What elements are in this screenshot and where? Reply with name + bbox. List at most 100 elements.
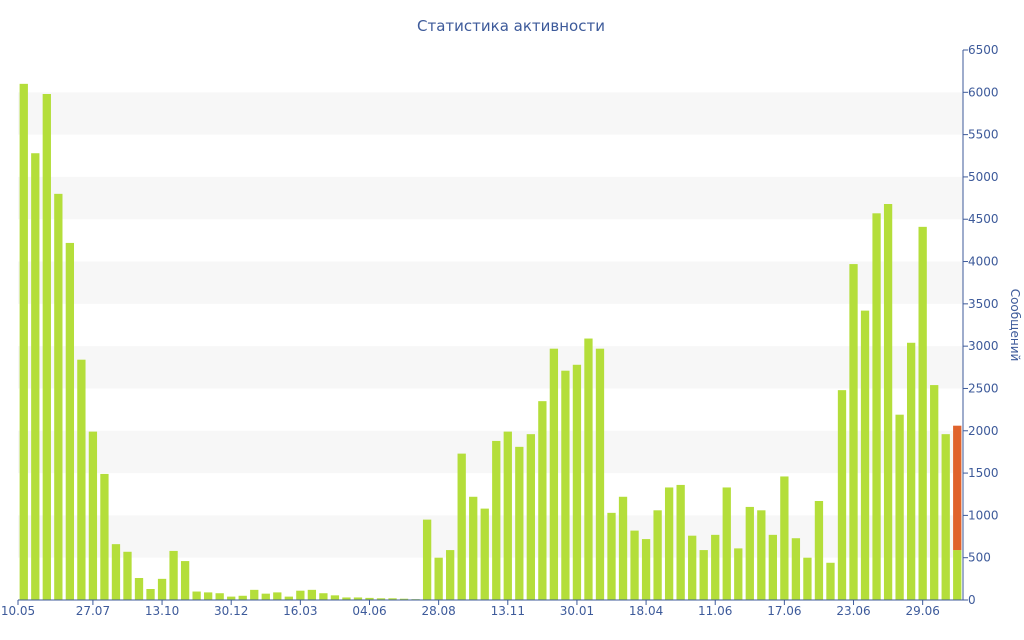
bar[interactable] [376, 598, 386, 600]
bar[interactable] [941, 434, 950, 600]
y-tick-label: 3000 [968, 339, 999, 353]
bar[interactable] [273, 592, 282, 600]
bar[interactable] [238, 595, 247, 600]
bar[interactable] [872, 213, 881, 601]
bar[interactable] [653, 510, 662, 600]
bar[interactable] [261, 593, 270, 600]
grid-band [18, 261, 963, 304]
bar[interactable] [953, 550, 962, 600]
bar[interactable] [584, 338, 593, 600]
bar[interactable] [77, 359, 86, 600]
bar[interactable] [791, 538, 801, 600]
bar[interactable] [492, 440, 501, 600]
bar[interactable] [814, 501, 824, 600]
bar[interactable] [65, 242, 75, 600]
bar[interactable] [399, 598, 409, 600]
bar[interactable] [42, 94, 51, 600]
bar[interactable] [100, 473, 109, 600]
bar[interactable] [469, 496, 478, 600]
x-tick-label: 28.08 [421, 604, 455, 618]
y-tick-label: 500 [968, 551, 991, 565]
bar[interactable] [169, 550, 178, 600]
bar[interactable] [526, 434, 535, 600]
bar[interactable] [457, 453, 466, 600]
bar[interactable] [618, 496, 628, 600]
bar[interactable] [54, 193, 63, 600]
bar[interactable] [227, 596, 236, 600]
bar-highlight[interactable] [953, 425, 962, 551]
bar[interactable] [296, 590, 305, 600]
bar[interactable] [849, 264, 858, 600]
bar[interactable] [330, 595, 340, 600]
bar[interactable] [192, 591, 201, 600]
bar[interactable] [319, 593, 328, 600]
bar[interactable] [503, 431, 512, 600]
x-tick-label: 18.04 [629, 604, 663, 618]
bar[interactable] [734, 548, 743, 600]
bar[interactable] [688, 535, 697, 600]
bar[interactable] [561, 370, 570, 600]
bar[interactable] [515, 446, 524, 600]
bar[interactable] [860, 310, 870, 600]
x-tick-label: 13.10 [145, 604, 179, 618]
bar[interactable] [480, 508, 489, 600]
bar[interactable] [422, 519, 432, 600]
bar[interactable] [215, 593, 224, 600]
bar[interactable] [757, 510, 766, 600]
y-tick-label: 2500 [968, 381, 999, 395]
bar[interactable] [711, 534, 720, 600]
y-tick-label: 2000 [968, 424, 999, 438]
bars [19, 83, 962, 601]
grid-band [18, 430, 963, 474]
bar[interactable] [123, 551, 132, 600]
bar[interactable] [19, 83, 28, 601]
bar[interactable] [699, 550, 708, 600]
bar[interactable] [365, 597, 374, 600]
bar[interactable] [204, 592, 213, 600]
x-tick-label: 17.06 [767, 604, 801, 618]
bar[interactable] [572, 364, 582, 600]
bar[interactable] [930, 385, 939, 600]
bar[interactable] [722, 487, 731, 600]
x-tick-label: 30.12 [214, 604, 248, 618]
bar[interactable] [134, 578, 144, 600]
bar[interactable] [595, 348, 605, 600]
bar[interactable] [607, 512, 616, 600]
bar[interactable] [676, 484, 685, 600]
bar[interactable] [883, 204, 893, 600]
bar[interactable] [826, 562, 835, 600]
bar[interactable] [664, 487, 674, 600]
bar[interactable] [780, 476, 789, 600]
bar[interactable] [307, 589, 317, 600]
y-tick-label: 6500 [968, 43, 999, 57]
y-tick-label: 4000 [968, 255, 999, 269]
bar[interactable] [745, 506, 754, 600]
bar[interactable] [111, 544, 121, 600]
bar[interactable] [388, 598, 397, 600]
bar[interactable] [803, 557, 812, 600]
bar[interactable] [284, 596, 293, 600]
bar[interactable] [446, 550, 455, 600]
bar[interactable] [434, 557, 443, 600]
bar[interactable] [895, 414, 904, 600]
bar[interactable] [353, 597, 363, 600]
bar[interactable] [641, 539, 651, 600]
bar[interactable] [906, 342, 916, 600]
bar[interactable] [250, 589, 259, 600]
bar[interactable] [180, 561, 190, 600]
bar[interactable] [342, 597, 351, 600]
bar[interactable] [630, 530, 639, 600]
bar[interactable] [146, 589, 155, 600]
bar[interactable] [837, 390, 847, 600]
bar[interactable] [88, 431, 98, 600]
bar[interactable] [918, 226, 927, 600]
bar[interactable] [549, 348, 559, 600]
x-tick-label: 30.01 [560, 604, 594, 618]
bar[interactable] [31, 153, 40, 600]
bar[interactable] [157, 578, 167, 600]
y-tick-label: 0 [968, 593, 976, 607]
bar[interactable] [538, 401, 547, 600]
x-tick-label: 04.06 [352, 604, 386, 618]
bar[interactable] [768, 534, 777, 600]
